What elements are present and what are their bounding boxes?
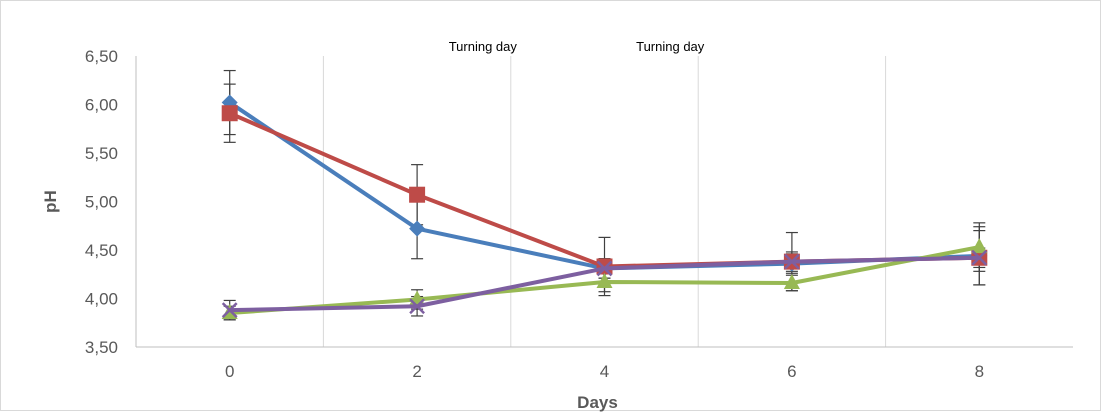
y-tick-label: 5,50 <box>85 144 118 163</box>
y-tick-label: 4,00 <box>85 290 118 309</box>
x-tick-label: 4 <box>600 362 609 381</box>
data-point-diamond <box>409 220 426 237</box>
data-point-x-stroke <box>784 253 800 270</box>
data-point-x-stroke <box>221 302 238 319</box>
x-tick-label: 8 <box>975 362 984 381</box>
data-point-x-stroke <box>596 260 613 277</box>
y-tick-label: 4,50 <box>85 241 118 260</box>
y-tick-label: 6,50 <box>85 47 118 66</box>
data-point-triangle <box>971 238 988 254</box>
data-point-triangle <box>783 273 800 289</box>
y-tick-label: 6,00 <box>85 96 118 115</box>
y-tick-label: 3,50 <box>85 338 118 357</box>
data-point-x-stroke <box>971 249 988 266</box>
data-point-square <box>221 105 238 122</box>
data-point-x <box>596 260 613 277</box>
x-tick-label: 0 <box>225 362 234 381</box>
data-point-x <box>784 253 800 270</box>
data-point-x-stroke <box>409 298 425 315</box>
y-tick-label: 5,00 <box>85 193 118 212</box>
data-point-x <box>971 249 988 266</box>
x-axis-title: Days <box>577 393 618 412</box>
x-tick-label: 2 <box>412 362 421 381</box>
y-axis-title: pH <box>41 190 60 213</box>
data-point-x <box>221 302 238 319</box>
x-tick-label: 6 <box>787 362 796 381</box>
data-point-square <box>409 186 426 203</box>
turning-day-annotation: Turning day <box>636 39 705 54</box>
data-point-triangle <box>596 273 613 289</box>
data-point-x <box>409 298 425 315</box>
turning-day-annotation: Turning day <box>449 39 518 54</box>
